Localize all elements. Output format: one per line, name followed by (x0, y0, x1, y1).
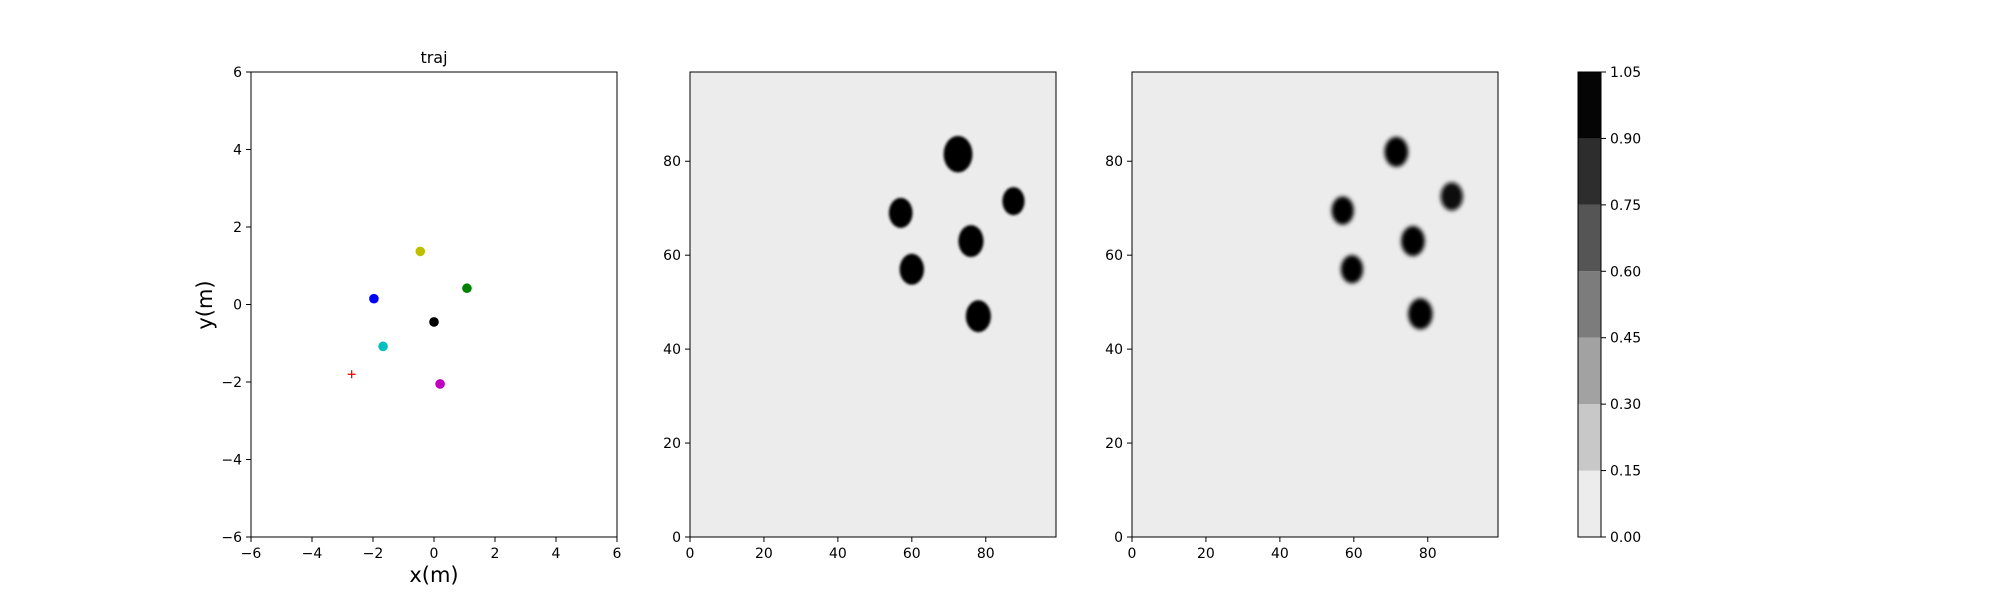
colorbar-band (1578, 470, 1601, 537)
colorbar-band (1578, 337, 1601, 405)
panel3-y-tick-label: 80 (1105, 154, 1123, 170)
panel1-y-axis-label: y(m) (193, 280, 217, 329)
panel2-x-ticks: 0 20 40 60 80 (686, 537, 995, 562)
panel1-x-tick-label: −4 (302, 546, 323, 562)
heatmap-blob (899, 253, 925, 285)
panel3-plot-area (1132, 72, 1498, 537)
panel3-x-tick-label: 60 (1345, 546, 1363, 562)
panel3-x-tick-label: 80 (1419, 546, 1437, 562)
panel1-x-tick-label: −6 (241, 546, 262, 562)
colorbar-tick-label: 0.00 (1610, 530, 1641, 546)
heatmap-blob (888, 197, 913, 228)
panel2-y-tick-label: 60 (663, 248, 681, 264)
scatter-point-plus (347, 370, 356, 379)
panel3-y-ticks: 0 20 40 60 80 (1105, 154, 1132, 546)
panel2-y-ticks: 0 20 40 60 80 (663, 154, 690, 546)
heatmap-blob (1440, 182, 1463, 211)
panel1-y-ticks: −6 −4 −2 0 2 4 6 (221, 65, 251, 546)
panel1-x-tick-label: 4 (552, 546, 561, 562)
panel2-y-tick-label: 20 (663, 436, 681, 452)
panel3-y-tick-label: 0 (1114, 530, 1123, 546)
colorbar-frame (1577, 71, 1602, 538)
colorbar: 0.00 0.15 0.30 0.45 0.60 0.75 0.90 1.05 (1577, 65, 1641, 546)
panel1-x-axis-label: x(m) (409, 563, 458, 587)
panel1-y-tick-label: 6 (233, 65, 242, 81)
colorbar-tick-label: 0.75 (1610, 198, 1641, 214)
heatmap-blob (1002, 187, 1025, 216)
panel2-x-tick-label: 0 (686, 546, 695, 562)
heatmap-blob (1401, 226, 1425, 257)
heatmap-blob (1331, 196, 1354, 225)
panel1-x-tick-label: −2 (363, 546, 384, 562)
colorbar-band (1578, 72, 1601, 139)
colorbar-band (1578, 204, 1601, 272)
heatmap-panel-2: 0 20 40 60 80 0 20 40 60 80 (1105, 71, 1499, 562)
panel1-y-tick-label: 4 (233, 143, 242, 159)
scatter-point (462, 283, 472, 294)
heatmap-blob (1340, 255, 1364, 284)
panel1-title: traj (420, 48, 447, 67)
colorbar-band (1578, 404, 1601, 471)
scatter-point (429, 317, 439, 327)
heatmap-panel-1: 0 20 40 60 80 0 20 40 60 80 (663, 71, 1057, 562)
heatmap-blob (1384, 136, 1409, 167)
panel3-x-tick-label: 40 (1271, 546, 1289, 562)
scatter-point (369, 293, 379, 304)
scatter-point (435, 379, 445, 389)
panel3-x-tick-label: 20 (1197, 546, 1215, 562)
heatmap-blob (958, 225, 984, 258)
panel3-y-tick-label: 20 (1105, 436, 1123, 452)
panel3-x-ticks: 0 20 40 60 80 (1128, 537, 1437, 562)
panel3-y-tick-label: 60 (1105, 248, 1123, 264)
panel2-y-tick-label: 40 (663, 342, 681, 358)
panel2-x-tick-label: 20 (755, 546, 773, 562)
heatmap-blob (965, 300, 991, 333)
panel3-x-tick-label: 0 (1128, 546, 1137, 562)
colorbar-tick-label: 0.45 (1610, 331, 1641, 347)
panel1-y-tick-label: −6 (221, 530, 242, 546)
panel2-x-tick-label: 60 (903, 546, 921, 562)
panel1-x-tick-label: 0 (430, 546, 439, 562)
panel2-y-tick-label: 0 (672, 530, 681, 546)
panel3-blobs (1331, 136, 1463, 330)
colorbar-ticks: 0.00 0.15 0.30 0.45 0.60 0.75 0.90 1.05 (1601, 65, 1641, 546)
panel1-x-tick-label: 6 (613, 546, 622, 562)
scatter-point (378, 341, 388, 352)
panel1-plot-area (250, 71, 618, 538)
colorbar-bands (1578, 72, 1601, 537)
panel1-y-tick-label: 0 (233, 298, 242, 314)
panel2-frame (689, 71, 1057, 538)
colorbar-tick-label: 0.30 (1610, 397, 1641, 413)
panel2-x-tick-label: 80 (977, 546, 995, 562)
panel2-y-tick-label: 80 (663, 154, 681, 170)
panel2-x-tick-label: 40 (829, 546, 847, 562)
scatter-point (415, 246, 426, 257)
panel1-y-tick-label: −4 (221, 453, 242, 469)
panel1-x-tick-label: 2 (491, 546, 500, 562)
colorbar-tick-label: 0.90 (1610, 131, 1641, 147)
heatmap-blob (943, 135, 973, 173)
colorbar-tick-label: 0.15 (1610, 464, 1641, 480)
colorbar-band (1578, 271, 1601, 338)
panel1-y-tick-label: −2 (221, 375, 242, 391)
panel2-blobs (888, 135, 1025, 333)
trajectory-panel: traj −6 −4 −2 0 2 4 6 −6 −4 −2 0 2 4 6 x(m) y(m) (193, 48, 622, 587)
panel2-plot-area (690, 72, 1056, 537)
colorbar-tick-label: 0.60 (1610, 264, 1641, 280)
panel1-x-ticks: −6 −4 −2 0 2 4 6 (241, 537, 622, 562)
heatmap-blob (1408, 298, 1433, 330)
colorbar-band (1578, 138, 1601, 205)
panel3-y-tick-label: 40 (1105, 342, 1123, 358)
panel3-frame (1131, 71, 1499, 538)
panel1-points (347, 246, 472, 389)
panel1-y-tick-label: 2 (233, 220, 242, 236)
colorbar-tick-label: 1.05 (1610, 65, 1641, 81)
